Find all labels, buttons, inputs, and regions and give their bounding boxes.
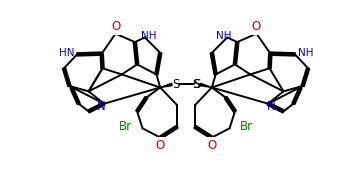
- Polygon shape: [160, 83, 172, 88]
- Text: O: O: [207, 139, 216, 152]
- Text: O: O: [207, 139, 216, 152]
- Text: O: O: [111, 20, 120, 33]
- Text: O: O: [156, 139, 165, 152]
- Text: Br: Br: [119, 120, 132, 133]
- Text: O: O: [252, 20, 261, 33]
- Text: NH: NH: [216, 31, 231, 41]
- Text: NH: NH: [298, 48, 314, 58]
- Text: N: N: [267, 100, 276, 113]
- Text: O: O: [111, 20, 120, 33]
- Text: HN: HN: [58, 48, 74, 58]
- Text: S: S: [192, 78, 199, 91]
- Text: S: S: [193, 78, 201, 91]
- Text: O: O: [252, 20, 261, 33]
- Text: N: N: [97, 100, 105, 113]
- Text: NH: NH: [141, 31, 156, 41]
- Text: Br: Br: [240, 120, 253, 133]
- Text: O: O: [156, 139, 165, 152]
- Polygon shape: [200, 83, 212, 88]
- Text: S: S: [173, 78, 180, 91]
